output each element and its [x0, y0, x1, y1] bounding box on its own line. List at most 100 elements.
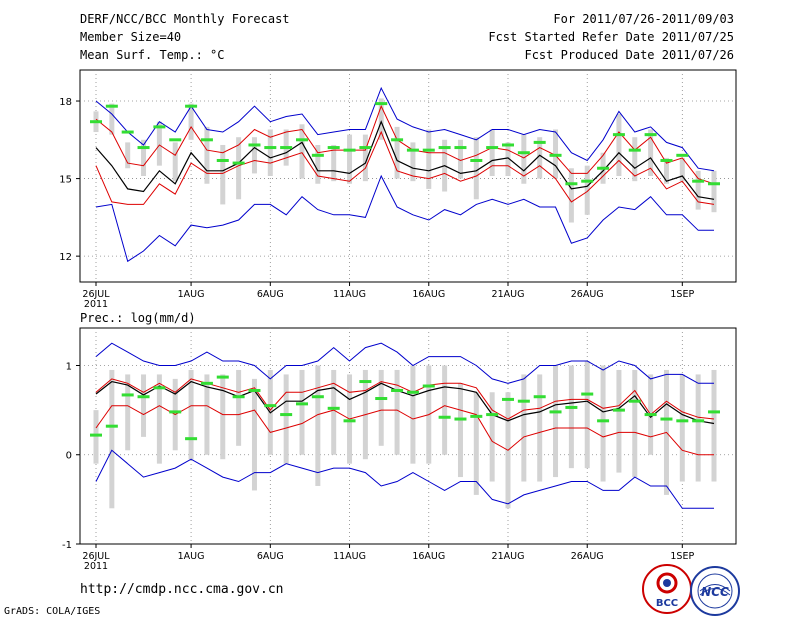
temp-spread-box	[521, 134, 527, 184]
prec-observed-mark	[549, 410, 562, 414]
prec-xtick-label: 26AUG	[571, 551, 604, 562]
prec-observed-mark	[153, 386, 166, 390]
prec-observed-mark	[248, 388, 261, 392]
temp-spread-box	[299, 124, 305, 179]
temp-spread-box	[204, 126, 210, 184]
ncc-logo-text: NCC	[701, 585, 729, 599]
prec-observed-mark	[232, 395, 245, 399]
prec-spread-box	[457, 383, 463, 478]
temp-observed-mark	[470, 158, 483, 162]
temp-spread-box	[331, 144, 337, 182]
temp-observed-mark	[438, 146, 451, 150]
temp-observed-mark	[517, 151, 530, 155]
temp-observed-mark	[264, 146, 277, 150]
temp-spread-box	[473, 137, 479, 200]
temp-observed-mark	[612, 133, 625, 137]
temp-xtick-label: 16AUG	[412, 289, 445, 300]
temp-xtick-label: 26AUG	[571, 289, 604, 300]
prec-spread-box	[204, 374, 210, 455]
temp-observed-mark	[375, 102, 388, 106]
prec-panel-title: Prec.: log(mm/d)	[80, 311, 196, 325]
prec-observed-mark	[612, 408, 625, 412]
prec-xtick-label: 1AUG	[178, 551, 205, 562]
prec-spread-box	[600, 365, 606, 482]
temp-observed-mark	[391, 138, 404, 142]
prec-spread-box	[315, 365, 321, 486]
prec-observed-mark	[137, 395, 150, 399]
temp-ytick-label: 12	[59, 252, 72, 263]
temp-spread-box	[537, 137, 543, 179]
temp-observed-mark	[137, 146, 150, 150]
prec-observed-mark	[692, 419, 705, 423]
prec-observed-mark	[185, 437, 198, 441]
forecast-period: For 2011/07/26-2011/09/03	[553, 12, 734, 26]
prec-spread-box	[695, 374, 701, 482]
prec-spread-box	[473, 392, 479, 495]
temp-spread-box	[347, 134, 353, 184]
prec-spread-box	[584, 361, 590, 469]
temp-spread-box	[457, 139, 463, 179]
temp-observed-mark	[311, 153, 324, 157]
temp-xtick-label: 6AUG	[257, 289, 284, 300]
fcst-produced-date: Fcst Produced Date 2011/07/26	[524, 48, 734, 62]
temp-spread-box	[711, 170, 717, 213]
temp-spread-box	[236, 137, 242, 200]
prec-observed-mark	[406, 390, 419, 394]
prec-observed-mark	[311, 395, 324, 399]
prec-observed-mark	[121, 393, 134, 397]
temp-observed-mark	[185, 104, 198, 108]
prec-spread-box	[711, 369, 717, 482]
prec-upper-line	[95, 378, 715, 420]
prec-observed-mark	[327, 406, 340, 410]
temp-observed-mark	[628, 148, 641, 152]
prec-ytick-label: 0	[66, 451, 72, 462]
prec-observed-mark	[343, 419, 356, 423]
prec-observed-mark	[502, 397, 514, 401]
temp-observed-mark	[549, 153, 562, 157]
temp-spread-box	[378, 98, 384, 140]
prec-spread-box	[109, 369, 115, 509]
temp-observed-mark	[454, 146, 467, 150]
prec-lower-line	[95, 405, 714, 456]
temp-spread-box	[267, 129, 273, 176]
prec-observed-mark	[628, 399, 641, 403]
prec-spread-box	[283, 374, 289, 464]
temp-observed-mark	[676, 153, 689, 157]
temp-spread-box	[426, 129, 432, 189]
prec-observed-mark	[597, 419, 610, 423]
prec-observed-mark	[708, 410, 720, 414]
prec-observed-mark	[676, 419, 689, 423]
prec-xtick-year: 2011	[84, 561, 108, 572]
source-url[interactable]: http://cmdp.ncc.cma.gov.cn	[80, 582, 284, 597]
temp-spread-box	[632, 137, 638, 182]
temp-spread-box	[362, 134, 368, 182]
prec-max-line	[95, 342, 714, 384]
prec-observed-mark	[280, 413, 293, 417]
prec-spread-box	[632, 369, 638, 478]
temp-spread-box	[315, 144, 321, 184]
prec-spread-box	[521, 374, 527, 482]
temp-observed-mark	[343, 148, 356, 152]
temp-observed-mark	[406, 148, 419, 152]
temp-observed-mark	[248, 143, 261, 147]
prec-spread-box	[251, 378, 257, 491]
temp-observed-mark	[296, 138, 308, 142]
prec-observed-mark	[375, 397, 388, 401]
member-size: Member Size=40	[80, 30, 182, 44]
temp-observed-mark	[105, 104, 118, 108]
temp-observed-mark	[422, 148, 435, 152]
prec-spread-box	[141, 374, 147, 437]
temp-spread-box	[616, 113, 622, 176]
prec-spread-box	[679, 374, 685, 482]
temp-observed-mark	[644, 133, 657, 137]
prec-xtick-label: 1SEP	[670, 551, 694, 562]
prec-observed-mark	[486, 413, 499, 417]
prec-spread-box	[299, 369, 305, 455]
prec-observed-mark	[296, 402, 308, 406]
temp-observed-mark	[565, 182, 578, 186]
prec-observed-mark	[454, 417, 467, 421]
temp-observed-mark	[169, 138, 182, 142]
